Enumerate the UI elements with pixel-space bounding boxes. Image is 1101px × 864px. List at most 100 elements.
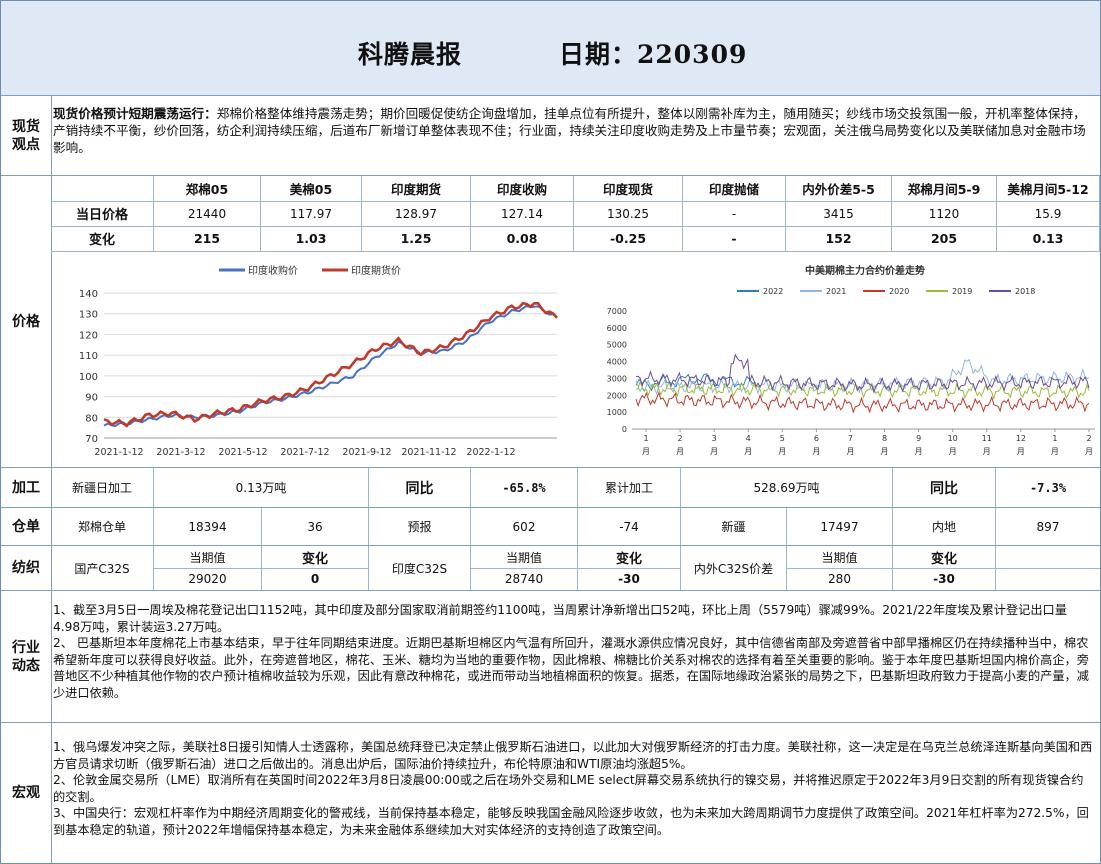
india-price-chart: 70 80 90 100 110 120 130 140 2021-1-12 2021-3-12 2… <box>79 264 558 458</box>
price-value-3: 127.14 <box>471 201 574 226</box>
legend-label: 2020 <box>889 287 909 296</box>
x-tick-label: 6 <box>814 434 819 443</box>
spin-in-label: 印度C32S <box>369 546 471 590</box>
x-tick-label: 2021-7-12 <box>280 447 329 458</box>
wr-xj-label: 新疆 <box>681 508 787 545</box>
x-tick-label: 2021-11-12 <box>401 447 456 458</box>
price-label: 价格 <box>1 176 52 467</box>
y-tick-label: 0 <box>622 425 627 434</box>
spin-spread-value: 280 <box>787 568 893 590</box>
yoy2-label: 同比 <box>893 468 996 507</box>
price-row1-label: 当日价格 <box>51 201 154 226</box>
y-tick-label: 130 <box>79 310 98 321</box>
x-tick-unit: 月 <box>949 447 957 456</box>
x-tick-label: 2 <box>1086 434 1091 443</box>
spot-label: 现货观点 <box>1 96 52 175</box>
x-tick-label: 12 <box>1016 434 1026 443</box>
macro-p3: 3、中国央行：宏观杠杆率作为中期经济周期变化的警戒线，当前保持基本稳定，能够反映… <box>53 806 1089 837</box>
report-header: 科腾晨报 日期：220309 <box>1 1 1100 96</box>
x-tick-label: 2021-5-12 <box>218 447 267 458</box>
process-label: 加工 <box>1 468 52 507</box>
series-line-印度期货价 <box>103 301 558 428</box>
price-col-8: 美棉月间5-12 <box>997 176 1100 201</box>
y-tick-label: 7000 <box>607 307 627 316</box>
x-tick-label: 2021-1-12 <box>94 447 143 458</box>
legend-label: 印度收购价 <box>248 264 298 277</box>
x-tick-unit: 月 <box>846 447 854 456</box>
y-tick-label: 140 <box>79 289 98 300</box>
process-section: 加工 新疆日加工 0.13万吨 同比 -65.8% 累计加工 528.69万吨 … <box>1 468 1100 508</box>
yoy2-value: -7.3% <box>1029 480 1067 495</box>
price-change-6: 152 <box>786 226 892 251</box>
price-col-5: 印度抛储 <box>683 176 786 201</box>
x-tick-unit: 月 <box>915 447 923 456</box>
series-line-2020 <box>635 391 1090 414</box>
price-table: 当日价格 变化 郑棉05 21440 215 美棉05 117.97 1.03 印度期货 128.… <box>51 176 1100 252</box>
spin-in-chg-head: 变化 <box>578 546 681 568</box>
price-value-6: 3415 <box>786 201 892 226</box>
macro-label: 宏观 <box>1 723 52 863</box>
price-value-8: 15.9 <box>997 201 1100 226</box>
x-tick-unit: 月 <box>710 447 718 456</box>
price-value-1: 117.97 <box>261 201 362 226</box>
spin-section: 纺织 国产C32S 当期值 变化 29020 0 印度C32S 当期值 变化 2… <box>1 546 1100 591</box>
series-line-2022 <box>635 373 757 392</box>
x-tick-label: 7 <box>848 434 853 443</box>
x-tick-label: 5 <box>780 434 785 443</box>
spin-spread-cur-head: 当期值 <box>787 546 893 568</box>
x-tick-label: 8 <box>882 434 887 443</box>
y-tick-label: 110 <box>79 351 98 362</box>
price-change-1: 1.03 <box>261 226 362 251</box>
x-tick-label: 3 <box>712 434 717 443</box>
spin-label: 纺织 <box>1 546 52 590</box>
xj-value: 0.13万吨 <box>154 468 369 507</box>
x-tick-unit: 月 <box>744 447 752 456</box>
price-col-1: 美棉05 <box>261 176 362 201</box>
y-tick-label: 70 <box>85 434 98 445</box>
legend-label: 2022 <box>763 287 783 296</box>
wr-forecast-value: 602 <box>471 508 578 545</box>
spin-cn-cur-head: 当期值 <box>154 546 262 568</box>
macro-section: 宏观 1、俄乌爆发冲突之际，美联社8日援引知情人士透露称，美国总统拜登已决定禁止… <box>1 723 1100 863</box>
cum-label: 累计加工 <box>578 468 681 507</box>
spin-cn-chg-head: 变化 <box>262 546 369 568</box>
x-tick-label: 2022-1-12 <box>466 447 515 458</box>
price-change-4: -0.25 <box>574 226 683 251</box>
price-value-0: 21440 <box>154 201 261 226</box>
industry-section: 行业动态 1、截至3月5日一周埃及棉花登记出口1152吨，其中印度及部分国家取消… <box>1 591 1100 723</box>
price-change-8: 0.13 <box>997 226 1100 251</box>
price-corner <box>51 176 154 201</box>
y-tick-label: 1000 <box>607 408 627 417</box>
chart2-title: 中美期棉主力合约价差走势 <box>805 264 925 277</box>
price-change-0: 215 <box>154 226 261 251</box>
spot-heading: 现货价格预计短期震荡运行： <box>53 106 217 121</box>
wr-zc-change: 36 <box>262 508 369 545</box>
spin-spread-label: 内外C32S价差 <box>681 546 787 590</box>
price-col-6: 内外价差5-5 <box>786 176 892 201</box>
y-tick-label: 6000 <box>607 324 627 333</box>
report-date: 日期：220309 <box>559 40 748 69</box>
x-tick-unit: 月 <box>676 447 684 456</box>
china-us-spread-chart: 中美期棉主力合约价差走势 2022 2021 2020 2019 2018 0 1000 200… <box>607 264 1095 456</box>
y-tick-label: 2000 <box>607 391 627 400</box>
macro-p1: 1、俄乌爆发冲突之际，美联社8日援引知情人士透露称，美国总统拜登已决定禁止俄罗斯… <box>53 740 1093 771</box>
report-title: 科腾晨报 <box>358 40 463 69</box>
x-tick-label: 4 <box>746 434 751 443</box>
wr-forecast-change: -74 <box>578 508 681 545</box>
price-change-3: 0.08 <box>471 226 574 251</box>
spin-spread-change: -30 <box>893 568 996 590</box>
price-col-4: 印度现货 <box>574 176 683 201</box>
price-value-2: 128.97 <box>362 201 471 226</box>
y-tick-label: 100 <box>79 372 98 383</box>
legend-label: 2021 <box>826 287 846 296</box>
y-tick-label: 90 <box>85 393 98 404</box>
warehouse-label: 仓单 <box>1 508 52 545</box>
macro-p2: 2、伦敦金属交易所（LME）取消所有在英国时间2022年3月8日凌晨00:00或… <box>53 773 1084 804</box>
y-tick-label: 120 <box>79 330 98 341</box>
x-tick-label: 10 <box>948 434 958 443</box>
wr-zc-value: 18394 <box>154 508 262 545</box>
series-line-印度收购价 <box>103 304 558 428</box>
x-tick-unit: 月 <box>1085 447 1093 456</box>
wr-forecast-label: 预报 <box>369 508 471 545</box>
